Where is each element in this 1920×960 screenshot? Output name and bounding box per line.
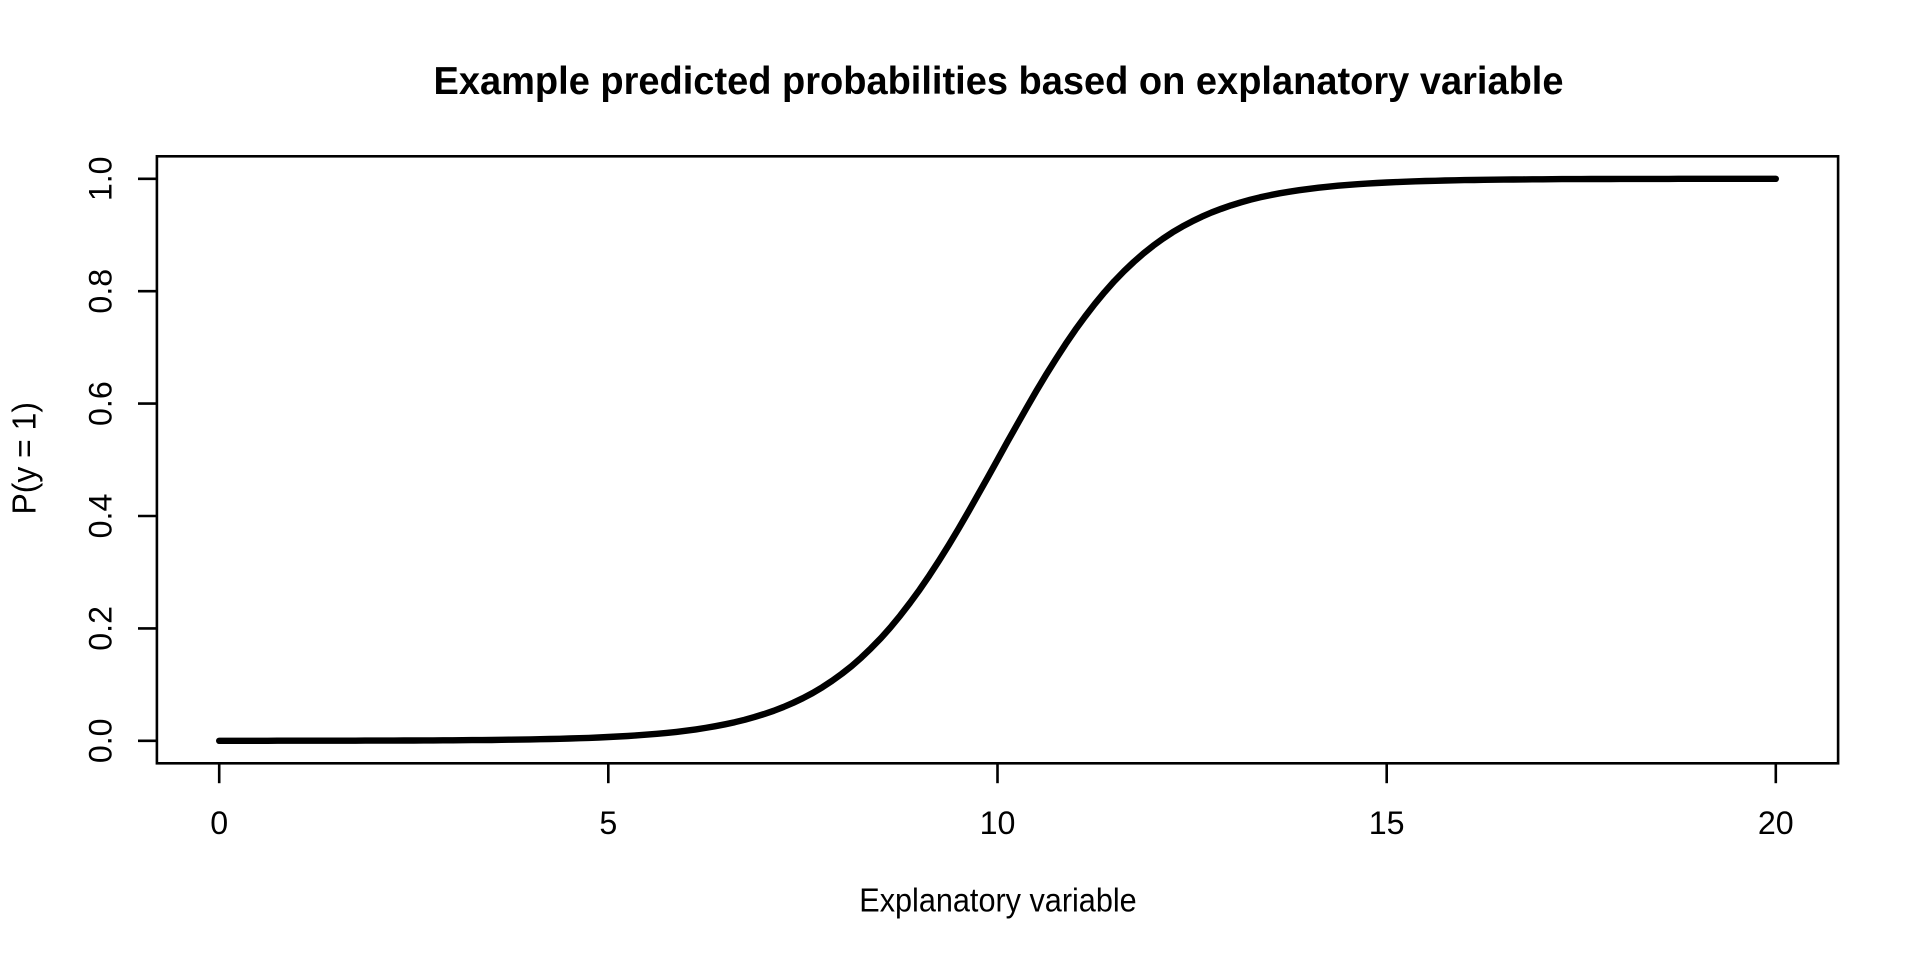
svg-text:Example predicted probabilitie: Example predicted probabilities based on…	[434, 59, 1564, 103]
svg-text:20: 20	[1758, 805, 1794, 841]
svg-text:10: 10	[980, 805, 1016, 841]
svg-text:0: 0	[210, 805, 228, 841]
svg-text:5: 5	[599, 805, 617, 841]
svg-text:Explanatory variable: Explanatory variable	[859, 882, 1136, 919]
svg-text:0.0: 0.0	[83, 718, 119, 763]
svg-text:0.4: 0.4	[83, 494, 119, 539]
svg-text:0.8: 0.8	[83, 269, 119, 314]
svg-text:1.0: 1.0	[83, 156, 119, 201]
svg-text:15: 15	[1369, 805, 1405, 841]
svg-text:P(y = 1): P(y = 1)	[6, 402, 43, 515]
svg-text:0.2: 0.2	[83, 606, 119, 651]
svg-text:0.6: 0.6	[83, 381, 119, 426]
